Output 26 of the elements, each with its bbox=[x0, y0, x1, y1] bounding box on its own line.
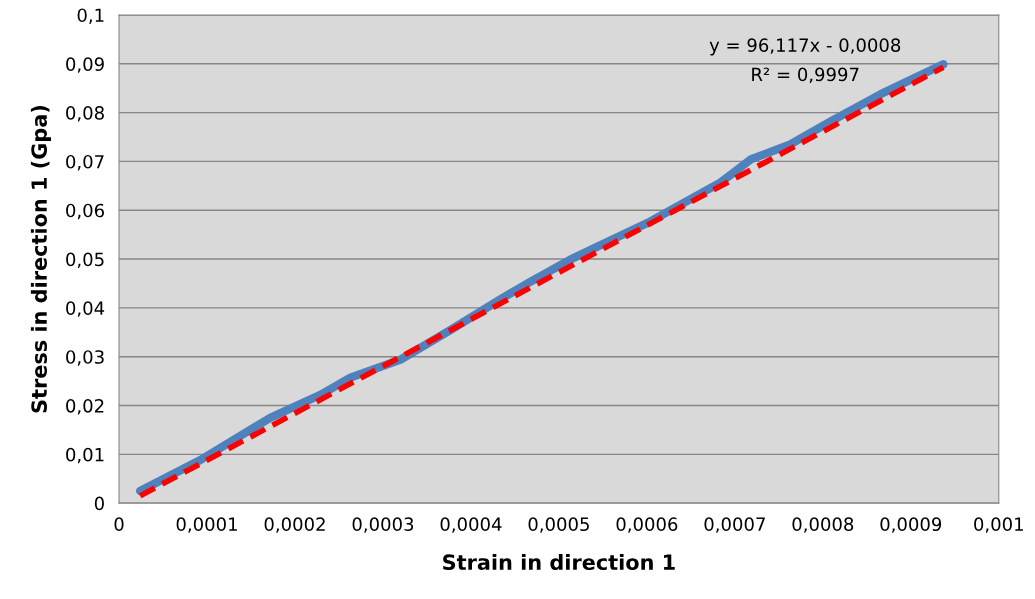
y-axis-title: Stress in direction 1 (Gpa) bbox=[30, 105, 52, 413]
y-tick-label: 0,03 bbox=[66, 350, 104, 366]
y-tick-label: 0,06 bbox=[66, 203, 104, 220]
x-tick-label: 0,0003 bbox=[352, 517, 414, 533]
x-tick-label: 0,001 bbox=[974, 517, 1023, 533]
y-tick-label: 0,07 bbox=[66, 154, 104, 171]
x-tick-label: 0,0002 bbox=[264, 517, 325, 533]
y-tick-label: 0,01 bbox=[66, 447, 104, 464]
y-tick-label: 0,1 bbox=[77, 8, 104, 24]
annotation: R² = 0,9997 bbox=[752, 67, 859, 84]
y-tick-label: 0,08 bbox=[66, 106, 104, 122]
x-tick-label: 0,0009 bbox=[880, 517, 942, 533]
x-tick-label: 0,0001 bbox=[176, 517, 237, 533]
x-tick-label: 0,0004 bbox=[440, 517, 502, 533]
y-tick-label: 0,04 bbox=[66, 301, 105, 317]
x-tick-label: 0,0007 bbox=[704, 517, 765, 533]
x-tick-label: 0,0008 bbox=[792, 517, 854, 533]
x-tick-label: 0 bbox=[114, 517, 124, 532]
y-tick-label: 0,05 bbox=[66, 252, 104, 269]
x-tick-label: 0,0005 bbox=[528, 517, 589, 533]
y-tick-label: 0,02 bbox=[66, 398, 104, 415]
y-tick-label: 0 bbox=[94, 496, 104, 511]
annotation: y = 96,117x - 0,0008 bbox=[709, 38, 901, 56]
y-tick-label: 0,09 bbox=[66, 57, 104, 73]
x-tick-label: 0,0006 bbox=[616, 517, 678, 533]
x-axis-title: Strain in direction 1 bbox=[443, 553, 675, 571]
